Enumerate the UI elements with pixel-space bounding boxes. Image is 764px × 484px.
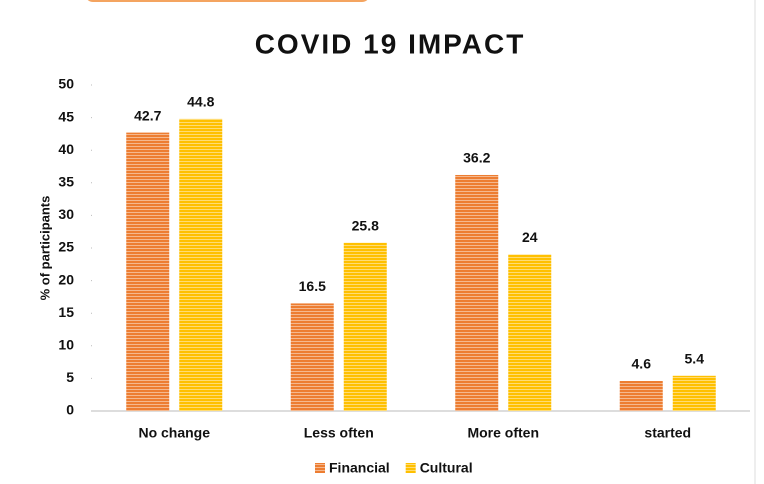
x-tick-label: More often (467, 425, 539, 441)
data-label: 42.7 (134, 107, 161, 123)
legend-label: Financial (329, 460, 390, 476)
legend-swatch (315, 463, 325, 473)
y-tick-label: 20 (58, 271, 74, 287)
chart-title: COVID 19 IMPACT (255, 28, 526, 59)
y-tick-label: 40 (58, 141, 74, 157)
bar (455, 174, 499, 411)
x-tick-label: started (644, 425, 691, 441)
y-axis-label: % of participants (37, 196, 52, 301)
bar (290, 303, 334, 411)
legend-label: Cultural (420, 460, 473, 476)
y-tick-label: 35 (58, 174, 74, 190)
y-tick-label: 50 (58, 76, 74, 92)
y-tick-label: 0 (66, 402, 74, 418)
bar (619, 381, 663, 411)
data-label: 4.6 (632, 356, 652, 372)
data-label: 44.8 (187, 94, 214, 110)
bar (672, 375, 716, 411)
data-label: 25.8 (352, 217, 379, 233)
y-tick-label: 15 (58, 304, 74, 320)
y-tick-label: 25 (58, 239, 74, 255)
data-label: 24 (522, 229, 538, 245)
x-tick-label: No change (138, 425, 210, 441)
data-label: 36.2 (463, 150, 490, 166)
bar (179, 118, 223, 412)
data-label: 5.4 (685, 350, 705, 366)
y-tick-label: 10 (58, 337, 74, 353)
y-tick-label: 45 (58, 108, 74, 124)
bar (508, 254, 552, 411)
y-tick-label: 30 (58, 206, 74, 222)
header-strip (87, 0, 368, 2)
bar (343, 242, 387, 411)
legend-swatch (405, 463, 416, 473)
bar (126, 132, 170, 411)
data-label: 16.5 (299, 278, 326, 294)
y-tick-label: 5 (66, 369, 74, 385)
x-tick-label: Less often (304, 425, 374, 441)
